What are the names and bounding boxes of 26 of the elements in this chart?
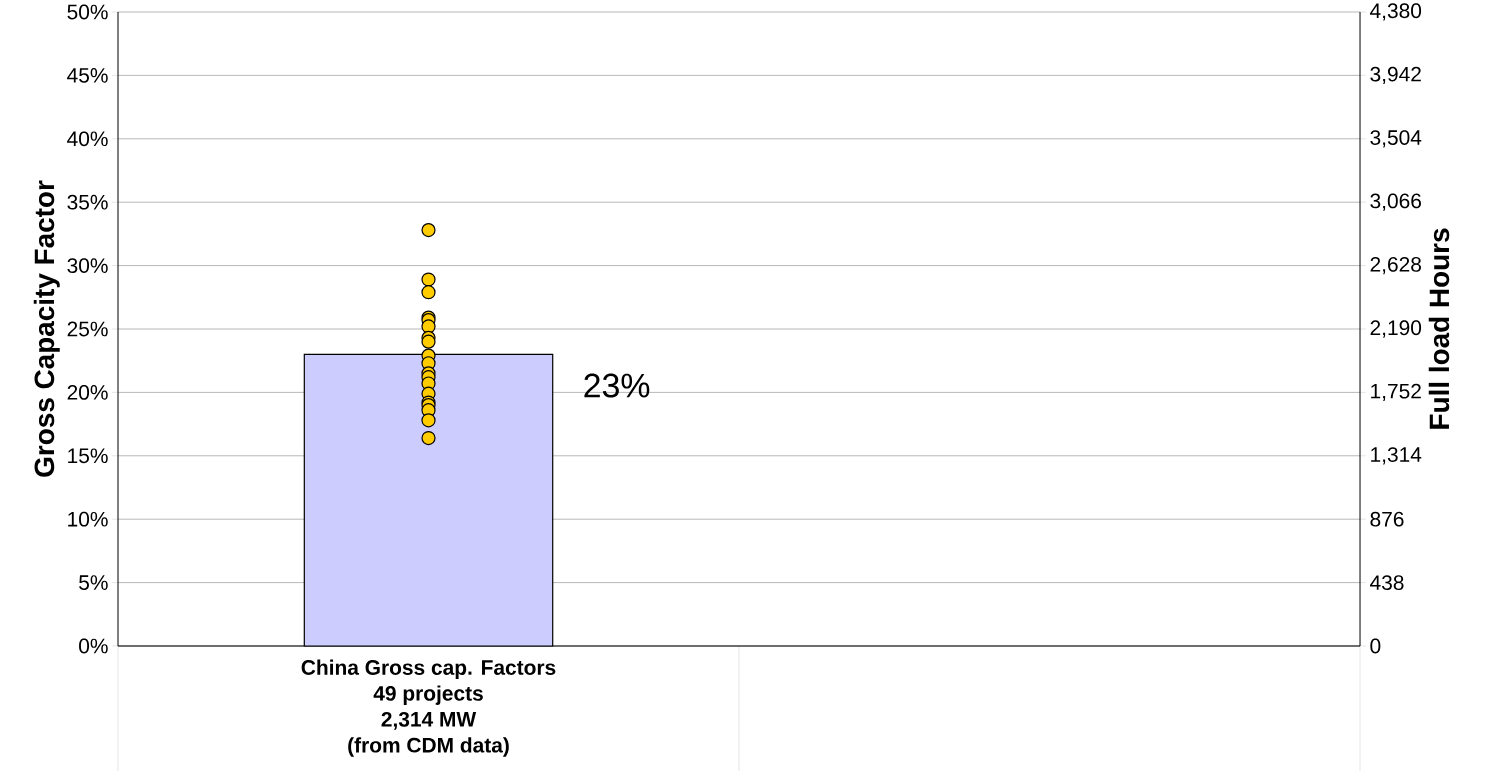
y-tick-label: 20%	[67, 384, 108, 400]
y-tick-label: 35%	[67, 194, 108, 210]
y-tick-label: 10%	[68, 511, 108, 527]
y-tick-label: 25%	[67, 321, 108, 337]
y2-tick-label: 438	[1370, 575, 1404, 590]
y2-tick-label: 2,628	[1370, 256, 1421, 275]
y2-tick-label: 4,380	[1370, 3, 1422, 21]
y-tick-label: 0%	[79, 638, 108, 654]
y-tick-label: 5%	[79, 575, 108, 590]
y2-tick-label: 1,752	[1371, 383, 1421, 402]
y2-tick-label: 3,942	[1370, 66, 1421, 85]
y-tick-label: 15%	[68, 448, 108, 464]
y-axis-title: Gross Capacity Factor	[33, 180, 60, 477]
y2-tick-label: 2,190	[1370, 320, 1422, 338]
y-tick-label: 45%	[67, 68, 108, 83]
y2-tick-label: 3,504	[1370, 130, 1422, 148]
y-tick-label: 30%	[67, 258, 108, 273]
y2-tick-label: 876	[1370, 511, 1404, 527]
y2-tick-label: 3,066	[1370, 193, 1421, 211]
y-tick-label: 50%	[67, 4, 108, 20]
y2-tick-label: 1,314	[1371, 447, 1422, 465]
y2-axis-title: Full load Hours	[1428, 228, 1450, 429]
y2-tick-label: 0	[1370, 638, 1381, 654]
y-tick-label: 40%	[67, 131, 108, 147]
annotation: 23%	[584, 373, 650, 398]
x-tick-label: China Gross cap. Factors 49 projects 2,314 MW (from CDM data)	[301, 659, 556, 757]
